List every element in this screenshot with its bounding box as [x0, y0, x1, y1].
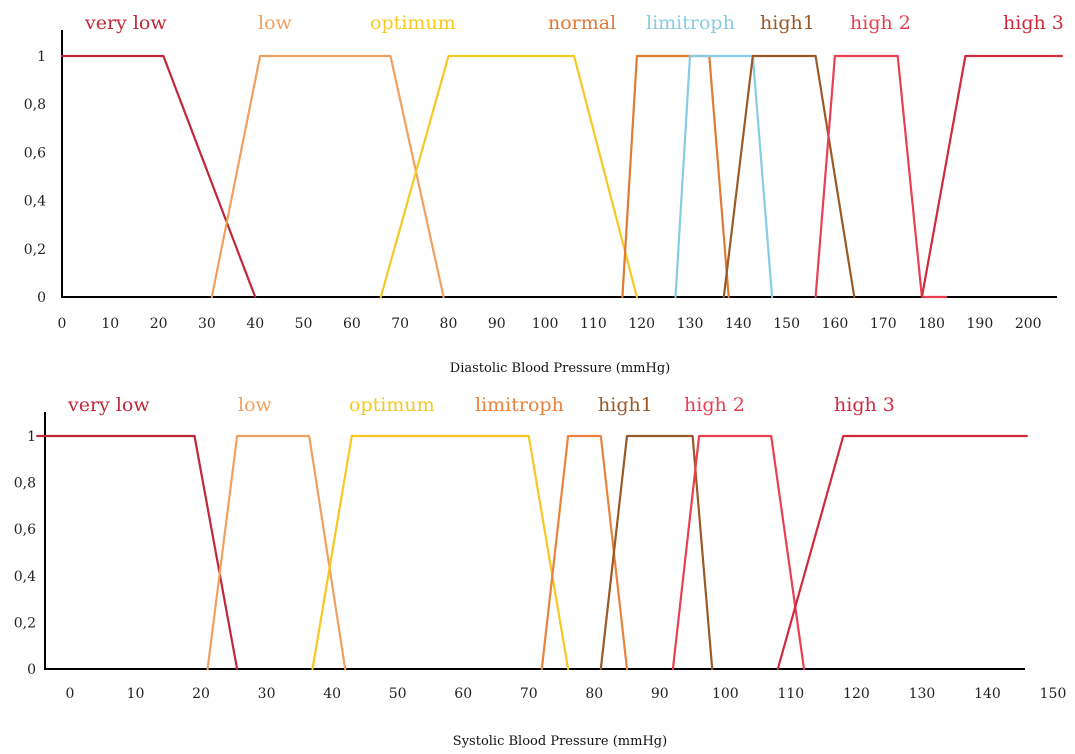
membership-line-high-2: [814, 54, 948, 299]
x-tick-label: 40: [246, 316, 264, 332]
x-tick-label: 50: [389, 686, 407, 702]
series-label-very-low: very low: [84, 12, 167, 34]
membership-line-optimum: [379, 54, 639, 299]
x-axis-title: Diastolic Blood Pressure (mmHg): [450, 361, 670, 376]
series-label-high-3: high 3: [1003, 12, 1064, 34]
membership-line-high-2: [671, 434, 806, 671]
x-tick-label: 70: [391, 316, 409, 332]
y-tick-label: 1: [37, 49, 46, 65]
x-tick-label: 10: [127, 686, 145, 702]
x-tick-label: 110: [580, 316, 607, 332]
x-tick-label: 20: [150, 316, 168, 332]
series-label-high-2: high 2: [684, 394, 745, 416]
membership-line-high-3: [776, 434, 1028, 671]
x-tick-label: 80: [440, 316, 458, 332]
membership-line-limitroph: [674, 54, 774, 299]
x-tick-label: 0: [66, 686, 75, 702]
series-label-limitroph: limitroph: [475, 394, 564, 416]
x-tick-label: 10: [101, 316, 119, 332]
x-tick-label: 0: [58, 316, 67, 332]
y-tick-label: 0,8: [14, 476, 36, 492]
membership-line-very-low: [60, 54, 257, 299]
y-tick-label: 0,6: [24, 145, 46, 161]
membership-line-low: [206, 434, 347, 671]
series-label-high-3: high 3: [834, 394, 895, 416]
x-tick-label: 50: [295, 316, 313, 332]
series-label-high1: high1: [598, 394, 653, 416]
series-label-optimum: optimum: [370, 12, 456, 34]
x-tick-label: 130: [909, 686, 936, 702]
x-tick-label: 180: [918, 316, 945, 332]
x-tick-label: 60: [454, 686, 472, 702]
x-tick-label: 110: [777, 686, 804, 702]
x-tick-label: 200: [1015, 316, 1042, 332]
x-tick-label: 90: [651, 686, 669, 702]
x-tick-label: 100: [532, 316, 559, 332]
membership-line-normal: [621, 54, 730, 299]
x-tick-label: 30: [258, 686, 276, 702]
x-tick-label: 130: [677, 316, 704, 332]
series-label-optimum: optimum: [349, 394, 435, 416]
y-tick-label: 0,2: [24, 242, 46, 258]
x-tick-label: 20: [192, 686, 210, 702]
y-tick-label: 0,4: [14, 569, 36, 585]
x-tick-label: 60: [343, 316, 361, 332]
y-tick-label: 0: [37, 290, 46, 306]
x-tick-label: 140: [974, 686, 1001, 702]
x-tick-label: 160: [822, 316, 849, 332]
membership-line-optimum: [311, 434, 570, 671]
series-label-high-2: high 2: [850, 12, 911, 34]
x-tick-label: 70: [520, 686, 538, 702]
series-label-low: low: [238, 394, 273, 416]
series-label-high1: high1: [760, 12, 815, 34]
x-tick-label: 40: [323, 686, 341, 702]
membership-line-high1: [599, 434, 714, 671]
x-tick-label: 120: [843, 686, 870, 702]
y-tick-label: 0,2: [14, 615, 36, 631]
y-tick-label: 0,4: [24, 194, 46, 210]
chart-systolic: 00,20,40,60,810 10 20 30 40 50 60 70 80 90 100 110 1…: [14, 394, 1067, 749]
x-tick-label: 90: [488, 316, 506, 332]
x-tick-label: 100: [712, 686, 739, 702]
series-label-normal: normal: [548, 12, 616, 34]
x-tick-label: 140: [725, 316, 752, 332]
y-tick-label: 0: [27, 662, 36, 678]
x-tick-label: 30: [198, 316, 216, 332]
x-tick-label: 150: [773, 316, 800, 332]
membership-line-high-3: [920, 54, 1064, 299]
x-tick-label: 120: [628, 316, 655, 332]
series-label-very-low: very low: [67, 394, 150, 416]
membership-line-high1: [722, 54, 856, 299]
x-tick-label: 80: [585, 686, 603, 702]
x-tick-label: 170: [870, 316, 897, 332]
series-label-low: low: [258, 12, 293, 34]
x-tick-label: 190: [967, 316, 994, 332]
membership-line-very-low: [36, 434, 239, 671]
y-tick-label: 0,8: [24, 97, 46, 113]
membership-line-low: [210, 54, 445, 299]
chart-diastolic: 00,20,40,60,810 10 20 30 40 50 60 70 80 90 100 110 1…: [24, 12, 1064, 376]
series-label-limitroph: limitroph: [646, 12, 735, 34]
y-tick-label: 0,6: [14, 522, 36, 538]
y-tick-label: 1: [27, 429, 36, 445]
x-tick-label: 150: [1040, 686, 1067, 702]
x-axis-title: Systolic Blood Pressure (mmHg): [453, 734, 667, 749]
